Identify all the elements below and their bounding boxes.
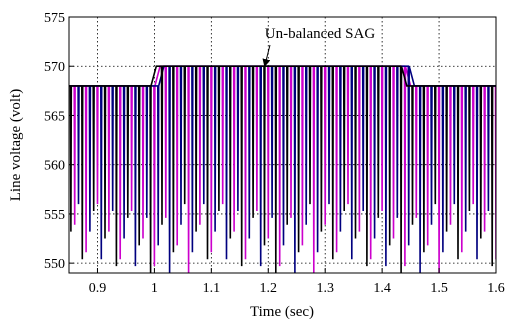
series-layer (69, 65, 496, 273)
y-tick-label: 555 (44, 208, 65, 223)
y-tick-label: 560 (44, 159, 65, 174)
y-tick-label: 570 (44, 60, 65, 75)
y-axis-title: Line voltage (volt) (8, 89, 24, 201)
plot-frame (68, 16, 497, 274)
annotation-group: Un-balanced SAG (262, 26, 376, 68)
x-tick-label: 1.1 (203, 281, 221, 296)
voltage-series-3 (69, 65, 496, 273)
y-tick-label: 550 (44, 257, 65, 272)
y-tick-label: 575 (44, 11, 65, 26)
x-axis-title: Time (sec) (250, 304, 314, 320)
x-tick-label: 1 (151, 281, 158, 296)
annotation-label: Un-balanced SAG (265, 26, 376, 42)
x-tick-label: 1.6 (487, 281, 505, 296)
x-tick-label: 1.4 (373, 281, 391, 296)
ticks: 0.9 1 1.1 1.2 1.3 1.4 1.5 1.6 550 555 560 565 570 575 (44, 11, 505, 296)
x-tick-label: 1.5 (430, 281, 448, 296)
y-tick-label: 565 (44, 109, 65, 124)
x-tick-label: 1.3 (316, 281, 334, 296)
x-tick-label: 1.2 (260, 281, 278, 296)
x-tick-label: 0.9 (89, 281, 107, 296)
annotation-arrow (262, 44, 271, 68)
